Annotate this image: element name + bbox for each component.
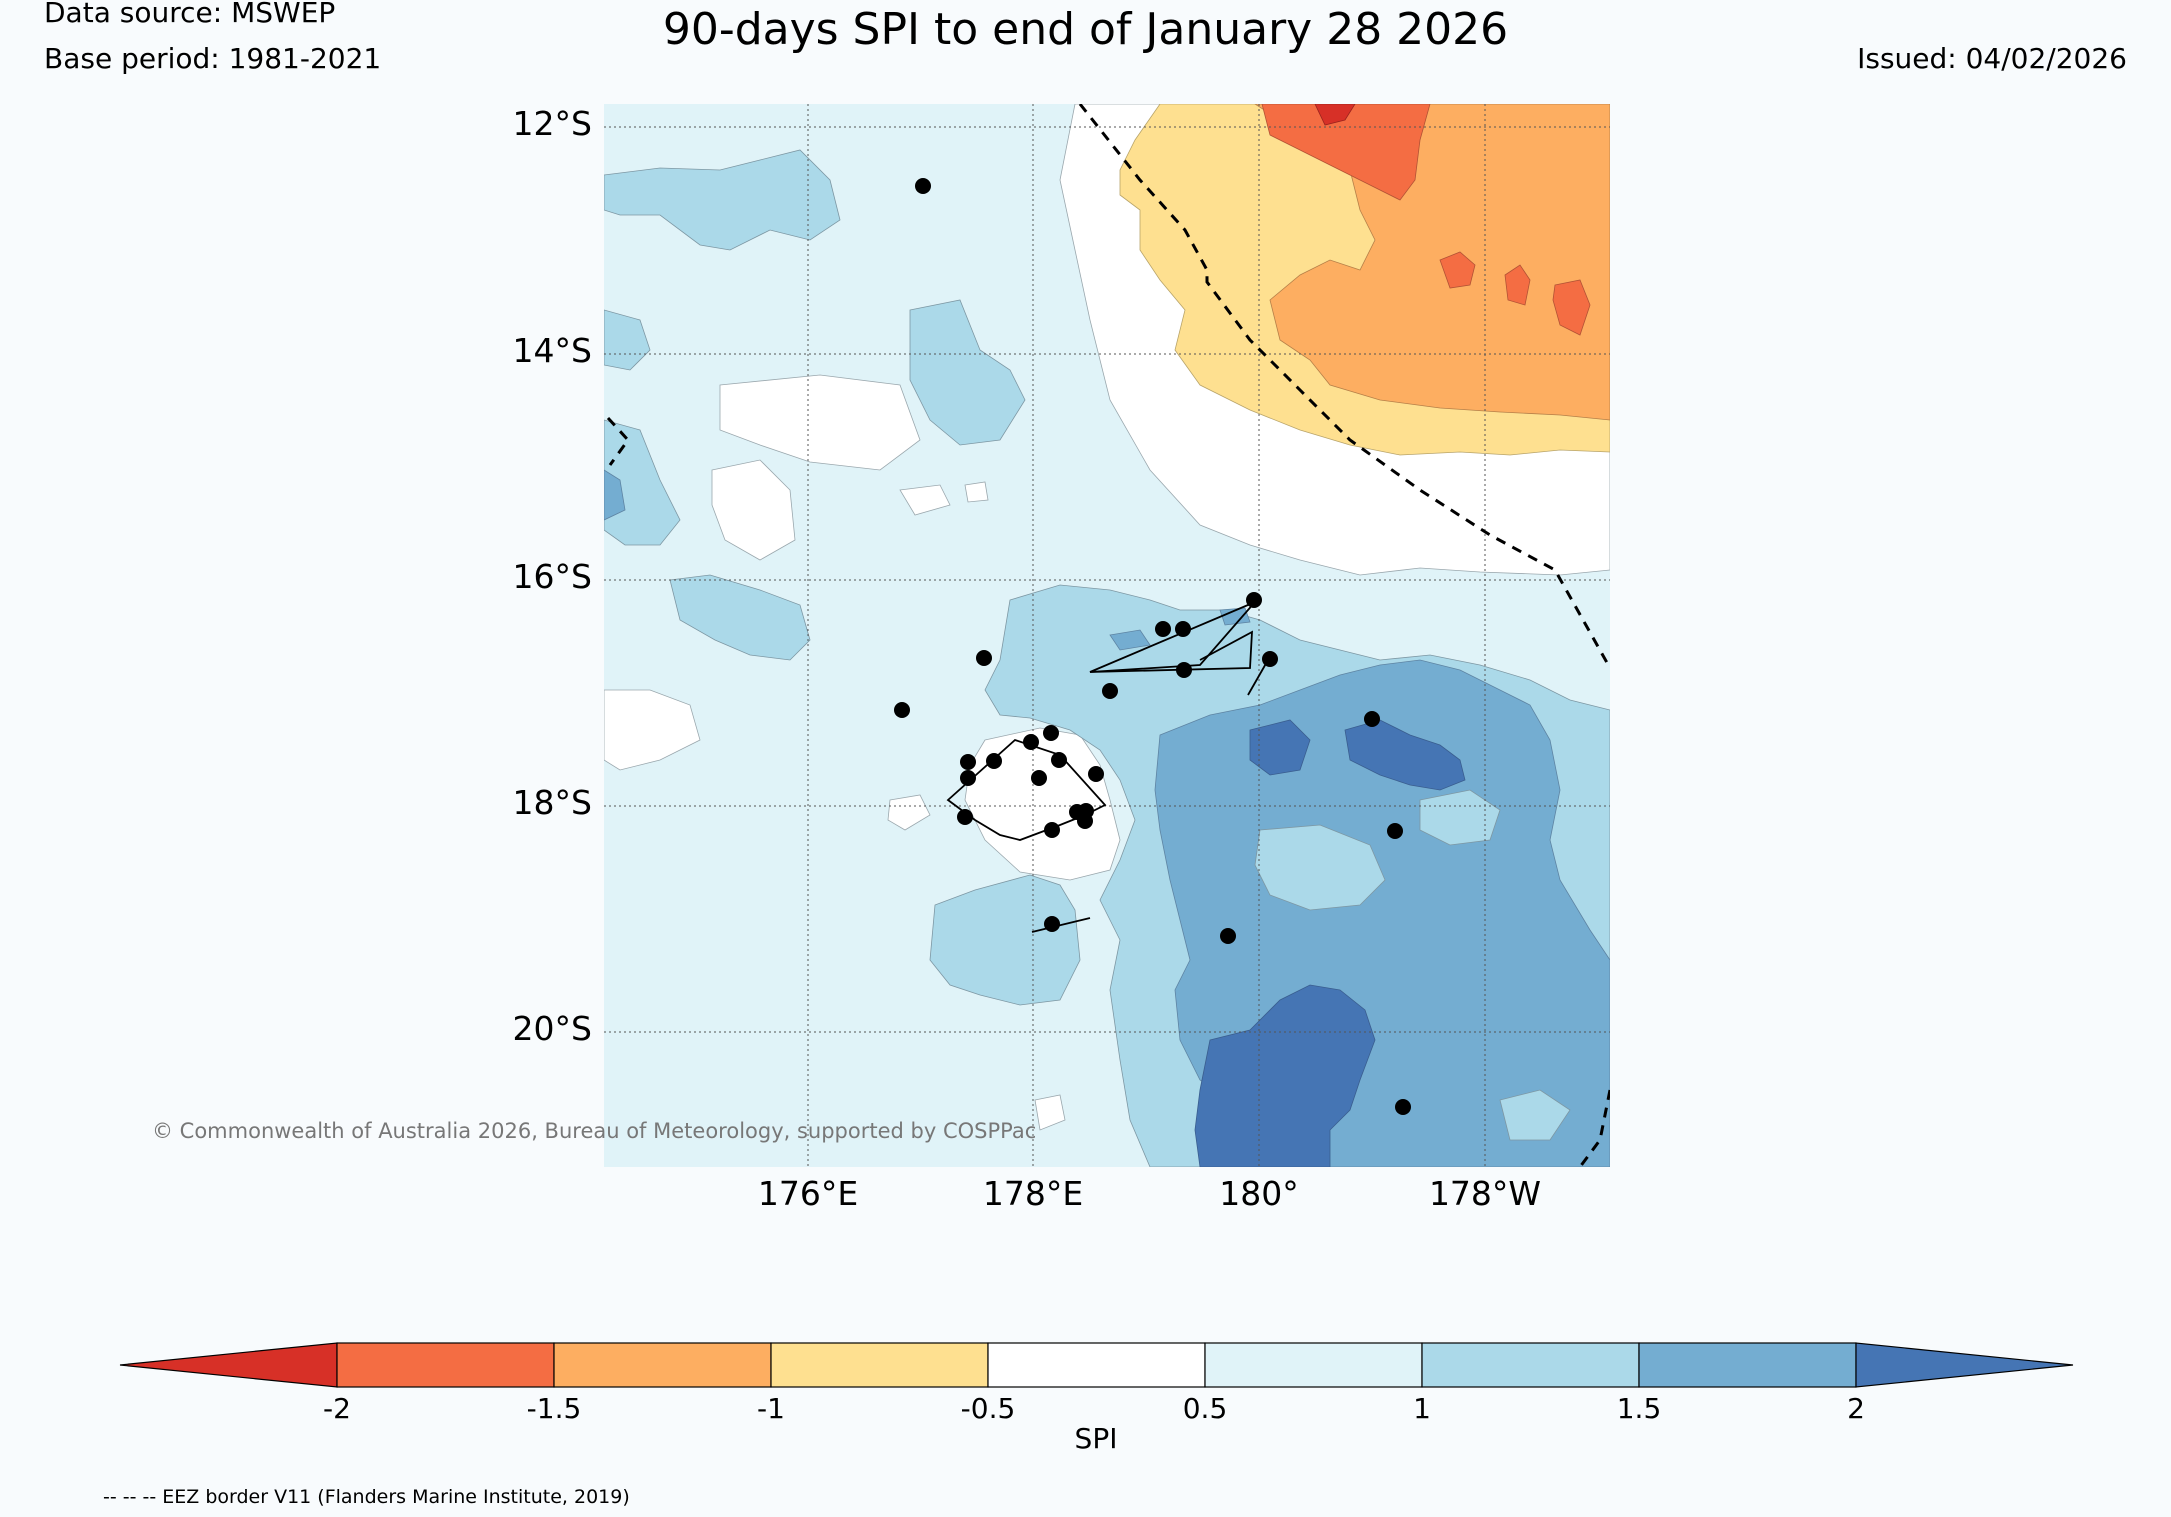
colorbar-segment [1638,1342,1857,1388]
colorbar-tick: -1 [757,1392,785,1425]
lon-label-180: 180° [1219,1174,1299,1213]
station-marker [1044,822,1060,838]
lat-label-14s: 14°S [512,331,592,370]
eez-border-note: -- -- -- EEZ border V11 (Flanders Marine… [103,1486,630,1508]
lat-label-20s: 20°S [512,1009,592,1048]
colorbar-tick: 1.5 [1616,1392,1662,1425]
colorbar-segment [770,1342,989,1388]
spi-field-1-1.5-inner [1254,789,1571,1141]
station-marker [986,753,1002,769]
station-marker [976,650,992,666]
lat-label-12s: 12°S [512,104,592,143]
station-marker [957,809,973,825]
station-marker [1031,770,1047,786]
station-marker [1088,766,1104,782]
colorbar-segment [1855,1342,2074,1388]
lat-label-18s: 18°S [512,783,592,822]
station-marker [1395,1099,1411,1115]
station-marker [960,754,976,770]
station-marker [915,178,931,194]
island-outlines [946,601,1269,933]
spi-field-minus-1-minus-1.5 [1254,104,1610,421]
station-marker [1043,725,1059,741]
station-marker [1051,752,1067,768]
colorbar-label: SPI [1074,1422,1118,1455]
lon-label-178e: 178°E [982,1174,1084,1213]
data-source-label: Data source: MSWEP [44,0,336,29]
station-marker [894,702,910,718]
lon-label-176e: 176°E [757,1174,859,1213]
station-marker [1023,734,1039,750]
colorbar-tick: -2 [323,1392,351,1425]
spi-field-minus-1.5-minus-2 [1261,104,1591,336]
station-marker [960,770,976,786]
colorbar-tick: 2 [1847,1392,1865,1425]
issued-date-label: Issued: 04/02/2026 [1857,42,2127,75]
colorbar-segment [1421,1342,1640,1388]
station-marker [1246,592,1262,608]
station-marker [1102,683,1118,699]
colorbar-tick: -0.5 [960,1392,1016,1425]
station-marker [1175,621,1191,637]
copyright-notice: © Commonwealth of Australia 2026, Bureau… [152,1119,1037,1143]
station-marker [1364,711,1380,727]
colorbar-segment [1204,1342,1423,1388]
station-marker [1220,928,1236,944]
station-marker [1077,813,1093,829]
colorbar-segment [336,1342,555,1388]
colorbar-segment [987,1342,1206,1388]
colorbar-segment [553,1342,772,1388]
spi-field-above-2 [1194,719,1466,1167]
graticule-lines [604,104,1610,1167]
lat-label-16s: 16°S [512,557,592,596]
spi-field-below-minus-2 [1314,104,1356,126]
lon-label-178w: 178°W [1428,1174,1542,1213]
station-marker [1176,662,1192,678]
colorbar-segment [119,1342,338,1388]
colorbar-tick: -1.5 [526,1392,582,1425]
spi-map-area [604,104,1610,1167]
colorbar-tick: 0.5 [1182,1392,1228,1425]
station-marker [1387,823,1403,839]
eez-border-lines [606,104,1610,1167]
station-marker [1044,916,1060,932]
spi-colorbar [119,1342,2074,1388]
station-markers [894,178,1411,1115]
colorbar-tick: 1 [1413,1392,1431,1425]
map-title: 90-days SPI to end of January 28 2026 [662,4,1509,55]
station-marker [1155,621,1171,637]
station-marker [1262,651,1278,667]
base-period-label: Base period: 1981-2021 [44,42,382,75]
